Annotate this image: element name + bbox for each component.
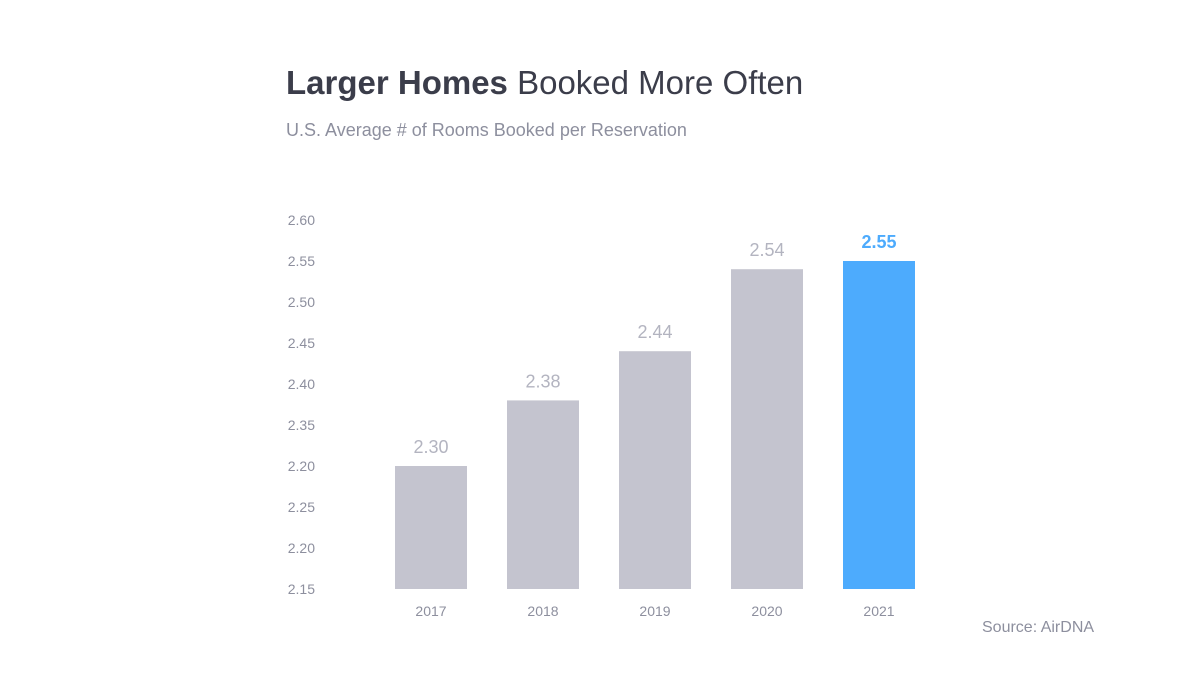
value-label-2018: 2.38 — [525, 371, 560, 391]
chart-subtitle: U.S. Average # of Rooms Booked per Reser… — [286, 120, 687, 140]
y-tick-label: 2.20 — [288, 540, 315, 556]
value-label-2020: 2.54 — [749, 240, 784, 260]
bar-2017 — [395, 466, 467, 589]
chart-title-light: Booked More Often — [517, 64, 804, 101]
bar-2021 — [843, 261, 915, 589]
bars — [395, 261, 915, 589]
y-tick-label: 2.35 — [288, 417, 315, 433]
y-tick-label: 2.20 — [288, 458, 315, 474]
y-tick-label: 2.50 — [288, 294, 315, 310]
x-axis: 2017 2018 2019 2020 2021 — [415, 603, 894, 619]
chart-title: Larger Homes Booked More Often — [286, 64, 803, 102]
value-labels: 2.30 2.38 2.44 2.54 2.55 — [413, 232, 896, 457]
value-label-2019: 2.44 — [637, 322, 672, 342]
x-tick-label-2019: 2019 — [639, 603, 670, 619]
y-tick-label: 2.60 — [288, 212, 315, 228]
y-tick-label: 2.40 — [288, 376, 315, 392]
x-tick-label-2020: 2020 — [751, 603, 782, 619]
bar-2018 — [507, 400, 579, 589]
y-tick-label: 2.45 — [288, 335, 315, 351]
source-note: Source: AirDNA — [982, 619, 1095, 636]
bar-2019 — [619, 351, 691, 589]
x-tick-label-2018: 2018 — [527, 603, 558, 619]
y-tick-label: 2.55 — [288, 253, 315, 269]
bar-2020 — [731, 269, 803, 589]
chart-title-bold: Larger Homes — [286, 64, 508, 101]
y-tick-label: 2.15 — [288, 581, 315, 597]
y-axis: 2.15 2.20 2.25 2.20 2.35 2.40 2.45 2.50 2.55 2.60 — [288, 212, 315, 597]
value-label-2021: 2.55 — [861, 232, 896, 252]
y-tick-label: 2.25 — [288, 499, 315, 515]
x-tick-label-2021: 2021 — [863, 603, 894, 619]
value-label-2017: 2.30 — [413, 437, 448, 457]
x-tick-label-2017: 2017 — [415, 603, 446, 619]
